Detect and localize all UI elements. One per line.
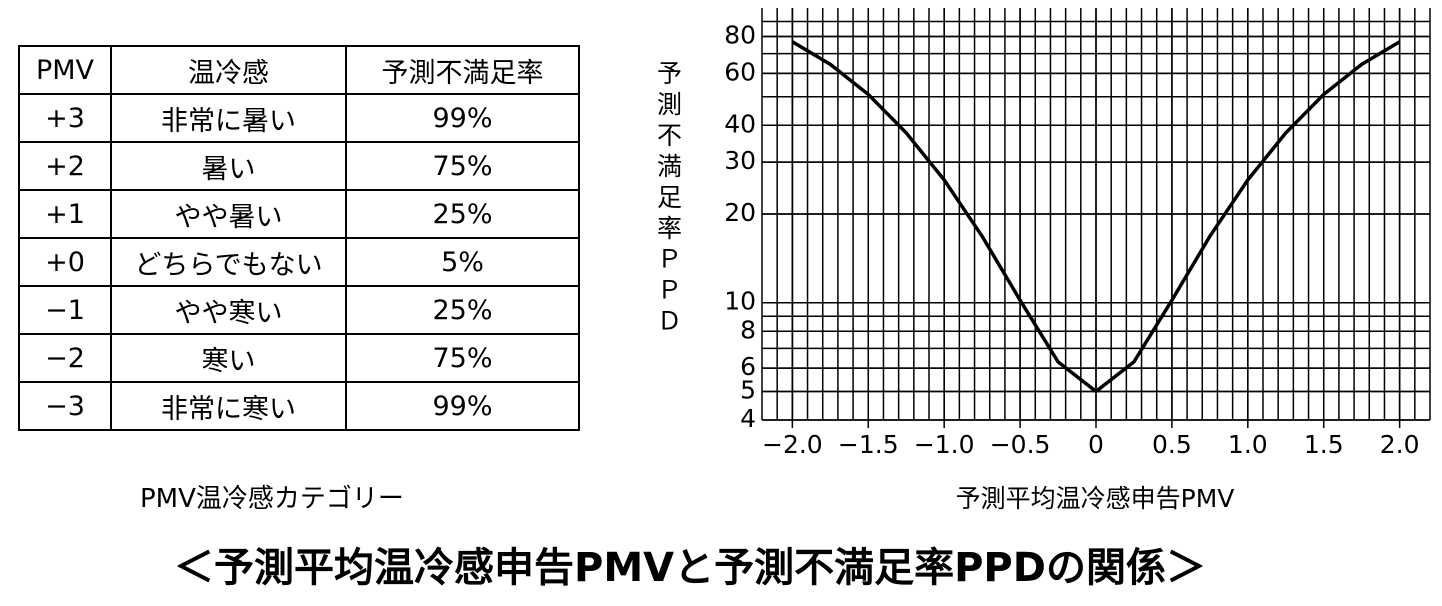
table-cell: 5% xyxy=(345,237,580,287)
table-cell: 25% xyxy=(345,189,580,239)
table-cell: 非常に寒い xyxy=(110,381,347,431)
table-cell: +1 xyxy=(18,189,112,239)
table-cell: 75% xyxy=(345,333,580,383)
chart: 予測平均温冷感申告PMV 予測不満足率ＰＰＤ 456 810 20 30 40 60 80 −… xyxy=(654,8,1431,513)
table-caption: PMV温冷感カテゴリー xyxy=(140,484,404,514)
table-row: +2 暑い 75% xyxy=(18,141,580,191)
table-cell: PMV xyxy=(18,45,112,95)
y-tick-label: 4 xyxy=(740,404,756,433)
table-cell: 99% xyxy=(345,93,580,143)
table-cell: どちらでもない xyxy=(110,237,347,287)
table-cell: 99% xyxy=(345,381,580,431)
table-cell: −2 xyxy=(18,333,112,383)
table-row: −2 寒い 75% xyxy=(18,333,580,383)
y-tick-label: 10 xyxy=(724,287,756,316)
x-tick-label: 2.0 xyxy=(1380,430,1420,459)
table-cell: 非常に暑い xyxy=(110,93,347,143)
table-cell: 予測不満足率 xyxy=(345,45,580,95)
table-row: +3 非常に暑い 99% xyxy=(18,93,580,143)
x-tick-label: −0.5 xyxy=(990,430,1051,459)
y-tick-label: 20 xyxy=(724,198,756,227)
page-title: ＜予測平均温冷感申告PMVと予測不満足率PPDの関係＞ xyxy=(174,545,1206,591)
y-tick-label: 80 xyxy=(724,21,756,50)
table-cell: 25% xyxy=(345,285,580,335)
y-tick-label: 30 xyxy=(724,146,756,175)
table-row: −1 やや寒い 25% xyxy=(18,285,580,335)
x-tick-label: 1.0 xyxy=(1228,430,1268,459)
table-cell: やや暑い xyxy=(110,189,347,239)
pmv-table: PMV 温冷感 予測不満足率 +3 非常に暑い 99% +2 暑い 75% +1 やや暑い 25% +0… xyxy=(18,45,580,431)
y-tick-label: 8 xyxy=(740,315,756,344)
y-tick-label: 5 xyxy=(740,375,756,404)
table-cell: 寒い xyxy=(110,333,347,383)
table-cell: 暑い xyxy=(110,141,347,191)
y-tick-label: 6 xyxy=(740,352,756,381)
y-tick-label: 60 xyxy=(724,57,756,86)
table-row: PMV 温冷感 予測不満足率 xyxy=(18,45,580,95)
y-axis-label: 予測不満足率ＰＰＤ xyxy=(654,60,683,339)
table-cell: +3 xyxy=(18,93,112,143)
x-axis-label: 予測平均温冷感申告PMV xyxy=(956,484,1235,513)
table-cell: +0 xyxy=(18,237,112,287)
table-cell: −3 xyxy=(18,381,112,431)
x-tick-label: −2.0 xyxy=(762,430,823,459)
table-cell: 75% xyxy=(345,141,580,191)
table-cell: +2 xyxy=(18,141,112,191)
x-tick-label: 0 xyxy=(1088,430,1104,459)
table-row: +1 やや暑い 25% xyxy=(18,189,580,239)
table-cell: −1 xyxy=(18,285,112,335)
y-tick-label: 40 xyxy=(724,109,756,138)
table-row: −3 非常に寒い 99% xyxy=(18,381,580,431)
table-cell: 温冷感 xyxy=(110,45,347,95)
x-tick-label: −1.5 xyxy=(838,430,899,459)
x-tick-label: −1.0 xyxy=(914,430,975,459)
table-row: +0 どちらでもない 5% xyxy=(18,237,580,287)
x-tick-label: 1.5 xyxy=(1304,430,1344,459)
x-tick-label: 0.5 xyxy=(1152,430,1192,459)
ppd-curve xyxy=(791,40,1401,394)
table-cell: やや寒い xyxy=(110,285,347,335)
